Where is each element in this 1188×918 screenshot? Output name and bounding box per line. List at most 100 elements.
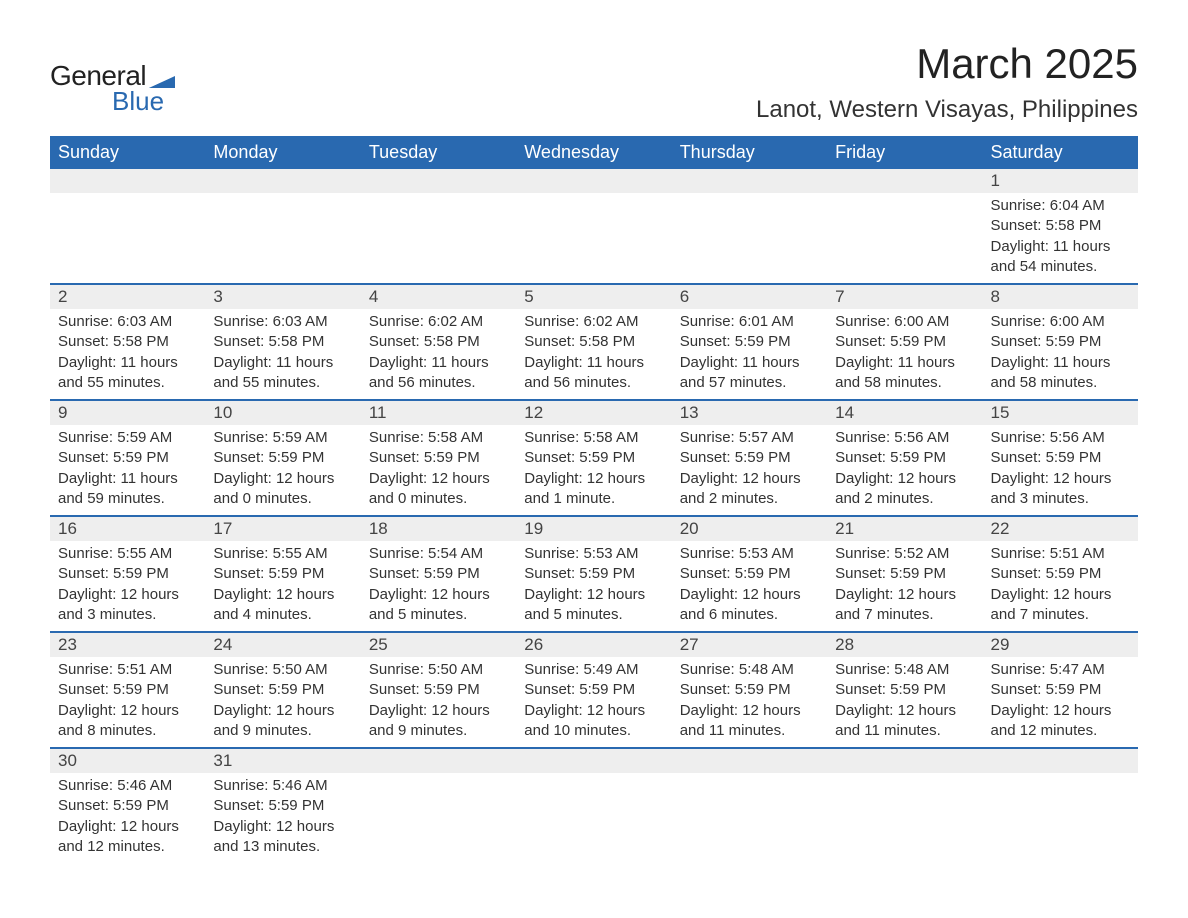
day-detail-cell: Sunrise: 5:49 AMSunset: 5:59 PMDaylight:… — [516, 657, 671, 748]
day-header-row: SundayMondayTuesdayWednesdayThursdayFrid… — [50, 136, 1138, 169]
day-header: Wednesday — [516, 136, 671, 169]
day-number-cell — [672, 169, 827, 193]
sunset-text: Sunset: 5:59 PM — [835, 332, 974, 352]
day-detail-cell — [516, 193, 671, 284]
day-detail-cell: Sunrise: 5:59 AMSunset: 5:59 PMDaylight:… — [50, 425, 205, 516]
day-number-cell — [827, 748, 982, 773]
day-detail-cell: Sunrise: 5:56 AMSunset: 5:59 PMDaylight:… — [983, 425, 1138, 516]
day-number-cell: 30 — [50, 748, 205, 773]
day-detail-cell — [672, 193, 827, 284]
day-number-cell — [983, 748, 1138, 773]
day-number-cell: 5 — [516, 284, 671, 309]
page-header: General Blue March 2025 Lanot, Western V… — [50, 40, 1138, 124]
sunset-text: Sunset: 5:59 PM — [369, 680, 508, 700]
day-detail-cell — [672, 773, 827, 863]
daylight-text: Daylight: 11 hours and 56 minutes. — [524, 353, 663, 394]
sunset-text: Sunset: 5:59 PM — [991, 332, 1130, 352]
sunrise-text: Sunrise: 6:00 AM — [835, 312, 974, 332]
daynum-row: 9101112131415 — [50, 400, 1138, 425]
sunset-text: Sunset: 5:59 PM — [680, 332, 819, 352]
daylight-text: Daylight: 11 hours and 54 minutes. — [991, 237, 1130, 278]
title-block: March 2025 Lanot, Western Visayas, Phili… — [756, 40, 1138, 124]
day-detail-cell — [50, 193, 205, 284]
day-detail-cell: Sunrise: 5:48 AMSunset: 5:59 PMDaylight:… — [672, 657, 827, 748]
day-number-cell: 15 — [983, 400, 1138, 425]
daylight-text: Daylight: 11 hours and 55 minutes. — [58, 353, 197, 394]
sunrise-text: Sunrise: 5:51 AM — [58, 660, 197, 680]
day-number-cell — [205, 169, 360, 193]
day-number-cell: 16 — [50, 516, 205, 541]
daylight-text: Daylight: 11 hours and 59 minutes. — [58, 469, 197, 510]
day-detail-cell: Sunrise: 6:00 AMSunset: 5:59 PMDaylight:… — [827, 309, 982, 400]
sunrise-text: Sunrise: 6:03 AM — [58, 312, 197, 332]
daylight-text: Daylight: 12 hours and 11 minutes. — [680, 701, 819, 742]
day-detail-cell: Sunrise: 5:56 AMSunset: 5:59 PMDaylight:… — [827, 425, 982, 516]
day-number-cell: 7 — [827, 284, 982, 309]
day-number-cell — [361, 169, 516, 193]
day-number-cell — [672, 748, 827, 773]
day-header: Sunday — [50, 136, 205, 169]
day-header: Thursday — [672, 136, 827, 169]
day-detail-cell: Sunrise: 5:54 AMSunset: 5:59 PMDaylight:… — [361, 541, 516, 632]
sunset-text: Sunset: 5:59 PM — [369, 448, 508, 468]
day-detail-cell: Sunrise: 6:00 AMSunset: 5:59 PMDaylight:… — [983, 309, 1138, 400]
sunrise-text: Sunrise: 5:46 AM — [58, 776, 197, 796]
daylight-text: Daylight: 11 hours and 57 minutes. — [680, 353, 819, 394]
day-number-cell: 2 — [50, 284, 205, 309]
daylight-text: Daylight: 12 hours and 11 minutes. — [835, 701, 974, 742]
day-number-cell: 29 — [983, 632, 1138, 657]
daylight-text: Daylight: 12 hours and 0 minutes. — [369, 469, 508, 510]
day-header: Friday — [827, 136, 982, 169]
sunrise-text: Sunrise: 5:50 AM — [369, 660, 508, 680]
daylight-text: Daylight: 12 hours and 2 minutes. — [680, 469, 819, 510]
day-number-cell: 21 — [827, 516, 982, 541]
sunset-text: Sunset: 5:59 PM — [524, 680, 663, 700]
sunset-text: Sunset: 5:58 PM — [991, 216, 1130, 236]
day-number-cell: 9 — [50, 400, 205, 425]
day-number-cell — [361, 748, 516, 773]
day-detail-cell: Sunrise: 5:50 AMSunset: 5:59 PMDaylight:… — [361, 657, 516, 748]
detail-row: Sunrise: 5:59 AMSunset: 5:59 PMDaylight:… — [50, 425, 1138, 516]
day-detail-cell: Sunrise: 5:48 AMSunset: 5:59 PMDaylight:… — [827, 657, 982, 748]
sunset-text: Sunset: 5:59 PM — [58, 796, 197, 816]
day-number-cell: 19 — [516, 516, 671, 541]
sunset-text: Sunset: 5:58 PM — [58, 332, 197, 352]
sunset-text: Sunset: 5:59 PM — [213, 680, 352, 700]
sunset-text: Sunset: 5:59 PM — [213, 564, 352, 584]
daylight-text: Daylight: 12 hours and 5 minutes. — [369, 585, 508, 626]
sunrise-text: Sunrise: 5:56 AM — [835, 428, 974, 448]
daylight-text: Daylight: 12 hours and 12 minutes. — [991, 701, 1130, 742]
sunset-text: Sunset: 5:59 PM — [835, 680, 974, 700]
daylight-text: Daylight: 12 hours and 3 minutes. — [991, 469, 1130, 510]
day-header: Monday — [205, 136, 360, 169]
day-detail-cell: Sunrise: 5:46 AMSunset: 5:59 PMDaylight:… — [50, 773, 205, 863]
sunrise-text: Sunrise: 6:00 AM — [991, 312, 1130, 332]
sunrise-text: Sunrise: 5:48 AM — [835, 660, 974, 680]
location-text: Lanot, Western Visayas, Philippines — [756, 96, 1138, 124]
sunrise-text: Sunrise: 6:02 AM — [369, 312, 508, 332]
daylight-text: Daylight: 12 hours and 9 minutes. — [369, 701, 508, 742]
sunset-text: Sunset: 5:59 PM — [680, 564, 819, 584]
daylight-text: Daylight: 12 hours and 9 minutes. — [213, 701, 352, 742]
daylight-text: Daylight: 12 hours and 13 minutes. — [213, 817, 352, 858]
day-detail-cell: Sunrise: 5:50 AMSunset: 5:59 PMDaylight:… — [205, 657, 360, 748]
sunset-text: Sunset: 5:59 PM — [680, 680, 819, 700]
daylight-text: Daylight: 11 hours and 56 minutes. — [369, 353, 508, 394]
daylight-text: Daylight: 11 hours and 55 minutes. — [213, 353, 352, 394]
daylight-text: Daylight: 12 hours and 2 minutes. — [835, 469, 974, 510]
day-detail-cell — [516, 773, 671, 863]
day-number-cell: 25 — [361, 632, 516, 657]
sunset-text: Sunset: 5:59 PM — [369, 564, 508, 584]
sunrise-text: Sunrise: 6:04 AM — [991, 196, 1130, 216]
daynum-row: 3031 — [50, 748, 1138, 773]
day-number-cell: 22 — [983, 516, 1138, 541]
sunset-text: Sunset: 5:59 PM — [991, 680, 1130, 700]
daylight-text: Daylight: 12 hours and 1 minute. — [524, 469, 663, 510]
day-detail-cell — [983, 773, 1138, 863]
day-number-cell: 1 — [983, 169, 1138, 193]
day-detail-cell: Sunrise: 5:51 AMSunset: 5:59 PMDaylight:… — [983, 541, 1138, 632]
sunrise-text: Sunrise: 5:59 AM — [58, 428, 197, 448]
day-number-cell: 12 — [516, 400, 671, 425]
daynum-row: 23242526272829 — [50, 632, 1138, 657]
day-number-cell: 28 — [827, 632, 982, 657]
